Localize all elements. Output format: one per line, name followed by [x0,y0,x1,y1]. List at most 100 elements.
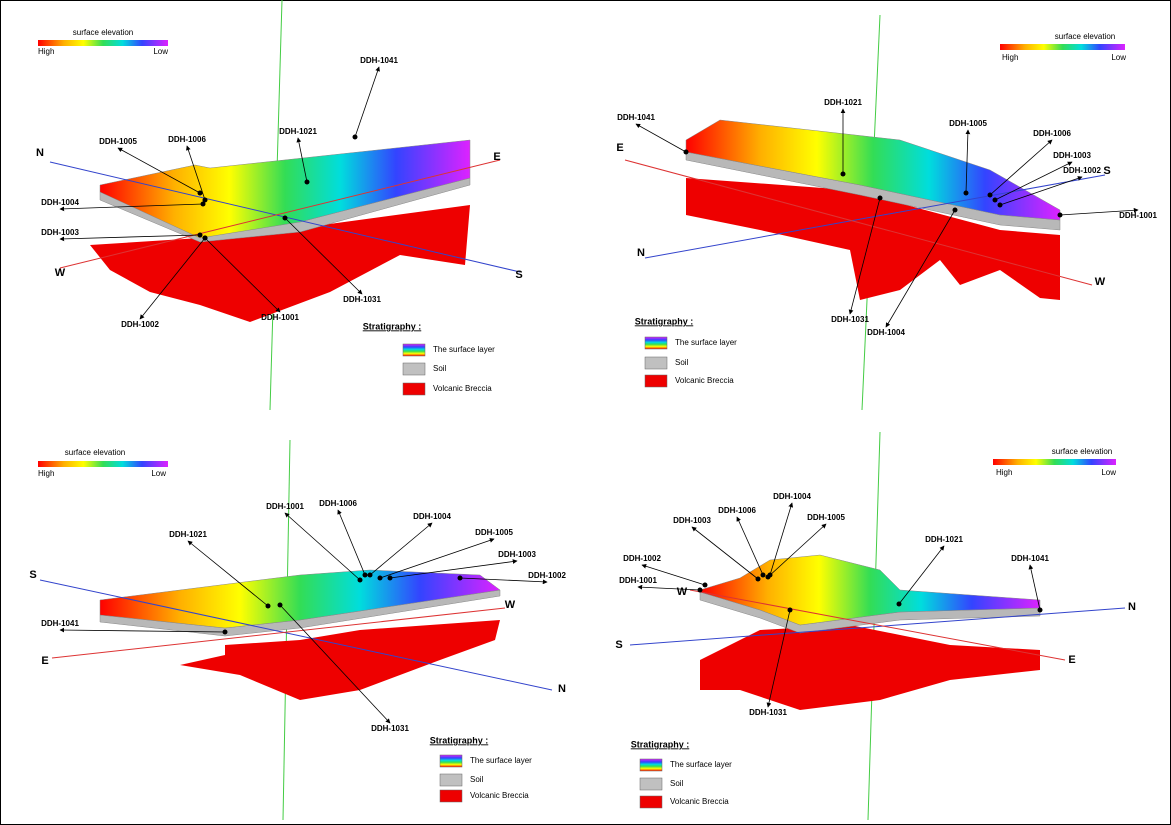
borehole-label: DDH-1006 [718,506,756,515]
borehole-point [703,583,708,588]
borehole-label: DDH-1031 [343,295,381,304]
colorbar [993,459,1116,465]
borehole-point [953,208,958,213]
panel: surface elevationHighLowESNWDDH-1041DDH-… [616,15,1157,410]
borehole-point [283,216,288,221]
borehole-arrow [737,517,763,575]
figure: surface elevation High Low N E W S DDH-1041 DDH-… [0,0,1171,825]
vertical-axis [283,440,290,820]
borehole-label: DDH-1041 [617,113,655,122]
colorbar [38,40,168,46]
legend-swatch [640,759,662,771]
borehole-label: DDH-1002 [121,320,159,329]
colorbar-high: High [1002,53,1018,62]
borehole-point [353,135,358,140]
borehole-label: DDH-1003 [41,228,79,237]
borehole-arrow [638,587,700,590]
colorbar-low: Low [1101,468,1116,477]
borehole-point [988,193,993,198]
direction-label: N [558,683,566,695]
borehole-arrow [355,67,379,137]
borehole-point [203,236,208,241]
borehole-point [223,630,228,635]
direction-label: N [36,147,44,159]
borehole-label: DDH-1002 [528,571,566,580]
borehole-point [964,191,969,196]
colorbar-title: surface elevation [65,448,125,457]
direction-label: N [1128,601,1136,613]
borehole-arrow [338,510,365,575]
borehole-label: DDH-1002 [1063,166,1101,175]
borehole-arrow [692,527,758,579]
borehole-point [201,202,206,207]
borehole-label: DDH-1005 [475,528,513,537]
frame [1,1,1171,825]
legend-swatch [440,790,462,802]
direction-label: N [637,247,645,259]
borehole-label: DDH-1002 [623,554,661,563]
borehole-label: DDH-1006 [319,499,357,508]
legend-item: Volcanic Breccia [433,384,492,393]
direction-label: W [677,586,688,598]
borehole-point [363,573,368,578]
colorbar-low: Low [1111,53,1126,62]
direction-label: S [29,569,36,581]
borehole-label: DDH-1041 [1011,554,1049,563]
legend-item: The surface layer [670,760,732,769]
borehole-point [368,573,373,578]
borehole-label: DDH-1021 [279,127,317,136]
direction-label: E [493,151,500,163]
borehole-label: DDH-1001 [1119,211,1157,220]
direction-label: S [615,639,622,651]
borehole-point [388,576,393,581]
borehole-point [458,576,463,581]
borehole-label: DDH-1003 [1053,151,1091,160]
borehole-point [305,180,310,185]
borehole-label: DDH-1031 [749,708,787,717]
colorbar-title: surface elevation [1052,447,1112,456]
borehole-label: DDH-1041 [360,56,398,65]
legend-item: Soil [675,358,689,367]
borehole-label: DDH-1001 [261,313,299,322]
legend-swatch [640,778,662,790]
borehole-label: DDH-1021 [925,535,963,544]
direction-label: E [41,655,48,667]
legend-item: Soil [670,779,684,788]
legend-item: The surface layer [470,756,532,765]
colorbar-title: surface elevation [73,28,133,37]
borehole-point [788,608,793,613]
borehole-point [266,604,271,609]
legend-item: Soil [470,775,484,784]
legend-swatch [440,755,462,767]
borehole-label: DDH-1004 [773,492,811,501]
colorbar [38,461,168,467]
borehole-point [358,578,363,583]
borehole-point [766,575,771,580]
borehole-arrow [370,523,432,575]
legend-item: Volcanic Breccia [470,791,529,800]
borehole-label: DDH-1005 [807,513,845,522]
direction-label: S [1103,165,1110,177]
borehole-point [761,573,766,578]
legend-swatch [403,383,425,395]
borehole-point [1058,213,1063,218]
legend-title: Stratigraphy : [631,739,690,749]
borehole-label: DDH-1041 [41,619,79,628]
direction-label: E [616,142,623,154]
legend-item: The surface layer [433,345,495,354]
colorbar-high: High [996,468,1012,477]
borehole-point [684,150,689,155]
legend-swatch [403,344,425,356]
direction-label: W [55,267,66,279]
direction-label: S [515,269,522,281]
borehole-label: DDH-1001 [619,576,657,585]
borehole-label: DDH-1004 [41,198,79,207]
borehole-label: DDH-1021 [824,98,862,107]
borehole-label: DDH-1001 [266,502,304,511]
borehole-label: DDH-1004 [413,512,451,521]
direction-label: W [1095,276,1106,288]
legend-swatch [645,375,667,387]
legend-swatch [440,774,462,786]
surface-layer [100,570,500,628]
